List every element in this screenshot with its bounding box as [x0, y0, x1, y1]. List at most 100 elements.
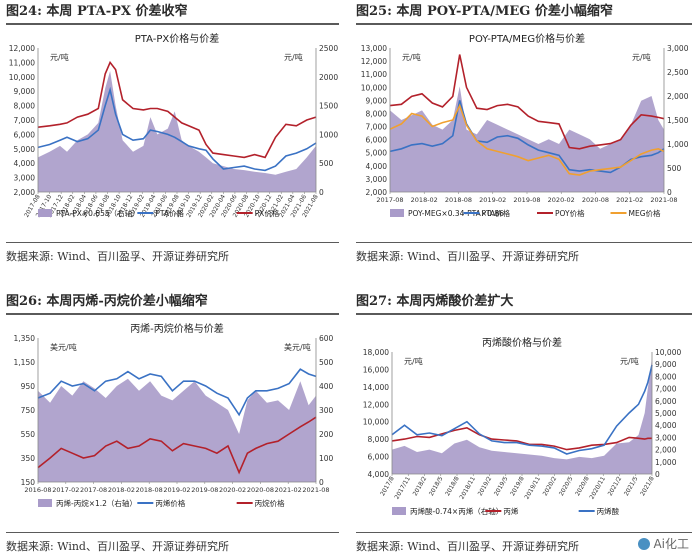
- x-tick-label: 2019-02: [163, 486, 190, 494]
- x-tick-label: 2021-08: [302, 486, 329, 494]
- title-rule: [6, 23, 339, 25]
- y-right-tick-label: 7,000: [655, 385, 677, 394]
- y-right-tick-label: 1000: [319, 130, 338, 139]
- figure-title: 图24: 本周 PTA-PX 价差收窄: [6, 4, 188, 19]
- line-series-1: [37, 368, 317, 417]
- x-tick-label: 2018-08: [445, 196, 472, 204]
- y-right-tick-label: 2,000: [667, 92, 689, 101]
- y-left-tick-label: 8,000: [366, 109, 388, 118]
- y-right-tick-label: 2000: [319, 73, 338, 82]
- y-right-tick-label: 1,500: [667, 116, 689, 125]
- y-right-tick-label: 8,000: [655, 372, 677, 381]
- data-source: 数据来源: Wind、百川盈孚、开源证券研究所: [6, 250, 229, 263]
- y-left-tick-label: 8,000: [14, 102, 36, 111]
- y-left-tick-label: 11,000: [361, 70, 387, 79]
- legend-label: 丙烯酸: [597, 506, 620, 516]
- right-axis-unit: 元/吨: [632, 52, 651, 62]
- y-left-tick-label: 12,000: [363, 400, 389, 409]
- y-right-tick-label: 5,000: [655, 409, 677, 418]
- x-tick-label: 2019-08: [191, 486, 218, 494]
- left-axis-unit: 美元/吨: [50, 342, 77, 352]
- legend-swatch-0: [392, 507, 406, 515]
- source-rule: [6, 242, 339, 243]
- legend-label: 丙烯酸-0.74×丙烯（右轴）: [410, 506, 503, 516]
- y-right-tick-label: 3,000: [667, 44, 689, 53]
- legend-label: PTA价格: [155, 208, 184, 218]
- wechat-icon: [638, 538, 651, 550]
- y-left-tick-label: 9,000: [14, 87, 36, 96]
- x-tick-label: 2018-02: [108, 486, 135, 494]
- x-tick-label: 2018-02: [411, 196, 438, 204]
- y-left-tick-label: 950: [21, 382, 36, 391]
- area-series-0: [390, 86, 664, 192]
- y-left-tick-label: 4,000: [14, 159, 36, 168]
- x-tick-label: 2018-08: [136, 486, 163, 494]
- y-left-tick-label: 2,000: [14, 188, 36, 197]
- line-series-2: [37, 60, 317, 159]
- x-tick-label: 2019/2: [477, 475, 494, 497]
- x-tick-label: 2021/5: [623, 475, 640, 497]
- x-tick-label: 2020/11: [588, 475, 607, 500]
- y-left-tick-label: 4,000: [368, 470, 390, 479]
- x-tick-label: 2021-08: [650, 196, 677, 204]
- y-right-tick-label: 1,000: [655, 458, 677, 467]
- legend-label: POY-MEG×0.34-PTA×0.86: [408, 209, 504, 218]
- figure-panel-26: 图26: 本周丙烯-丙烷价差小幅缩窄 丙烯-丙烷价格与价差 美元/吨 美元/吨 1,3…: [0, 288, 345, 558]
- y-left-tick-label: 12,000: [9, 44, 35, 53]
- area-series-0: [38, 71, 316, 192]
- source-rule: [6, 532, 339, 533]
- x-tick-label: 2021/2: [607, 475, 624, 497]
- x-tick-label: 2020-02: [548, 196, 575, 204]
- y-right-tick-label: 100: [319, 454, 334, 463]
- chart-title: POY-PTA/MEG价格与价差: [469, 32, 585, 45]
- y-left-tick-label: 10,000: [361, 83, 387, 92]
- data-source: 数据来源: Wind、百川盈孚、开源证券研究所: [356, 540, 579, 553]
- y-left-tick-label: 3,000: [14, 174, 36, 183]
- y-left-tick-label: 6,000: [366, 136, 388, 145]
- source-rule: [356, 532, 692, 533]
- y-right-tick-label: 600: [319, 334, 334, 343]
- x-tick-label: 2021-02: [275, 486, 302, 494]
- y-right-tick-label: 10,000: [655, 348, 681, 357]
- line-series-2: [389, 54, 665, 150]
- x-tick-label: 2017-08: [80, 486, 107, 494]
- watermark: Ai化工: [635, 535, 692, 552]
- y-right-tick-label: 3,000: [655, 433, 677, 442]
- y-right-tick-label: 1,000: [667, 140, 689, 149]
- x-tick-label: 2020-08: [247, 486, 274, 494]
- y-left-tick-label: 8,000: [368, 435, 390, 444]
- y-left-tick-label: 10,000: [363, 418, 389, 427]
- x-tick-label: 2020/2: [542, 475, 559, 497]
- line-series-2: [37, 416, 317, 475]
- y-left-tick-label: 3,000: [366, 175, 388, 184]
- legend-label: PTA价格: [482, 208, 511, 218]
- y-left-tick-label: 18,000: [363, 348, 389, 357]
- y-right-tick-label: 0: [319, 478, 324, 487]
- figure-panel-24: 图24: 本周 PTA-PX 价差收窄 PTA-PX价格与价差 元/吨 元/吨 12,…: [0, 0, 345, 279]
- y-right-tick-label: 300: [319, 406, 334, 415]
- legend-label: 丙烯-丙烷×1.2（右轴）: [56, 498, 137, 508]
- legend-label: 丙烷价格: [255, 498, 285, 508]
- area-series-0: [392, 358, 652, 474]
- line-series-2: [391, 364, 653, 455]
- x-tick-label: 2019/11: [523, 475, 542, 500]
- x-tick-label: 2020/8: [574, 475, 591, 497]
- y-left-tick-label: 1,150: [14, 358, 36, 367]
- y-left-tick-label: 14,000: [363, 383, 389, 392]
- legend-swatch-0: [390, 209, 404, 217]
- x-tick-label: 2019/5: [493, 475, 510, 497]
- x-tick-label: 2017/11: [393, 475, 412, 500]
- right-axis-unit: 元/吨: [620, 356, 639, 366]
- y-left-tick-label: 2,000: [366, 188, 388, 197]
- y-left-tick-label: 750: [21, 406, 36, 415]
- source-rule: [356, 242, 692, 243]
- y-left-tick-label: 150: [21, 478, 36, 487]
- y-left-tick-label: 11,000: [9, 58, 35, 67]
- x-tick-label: 2019-08: [513, 196, 540, 204]
- x-tick-label: 2019-02: [479, 196, 506, 204]
- y-right-tick-label: 0: [655, 470, 660, 479]
- x-tick-label: 2018/2: [412, 475, 429, 497]
